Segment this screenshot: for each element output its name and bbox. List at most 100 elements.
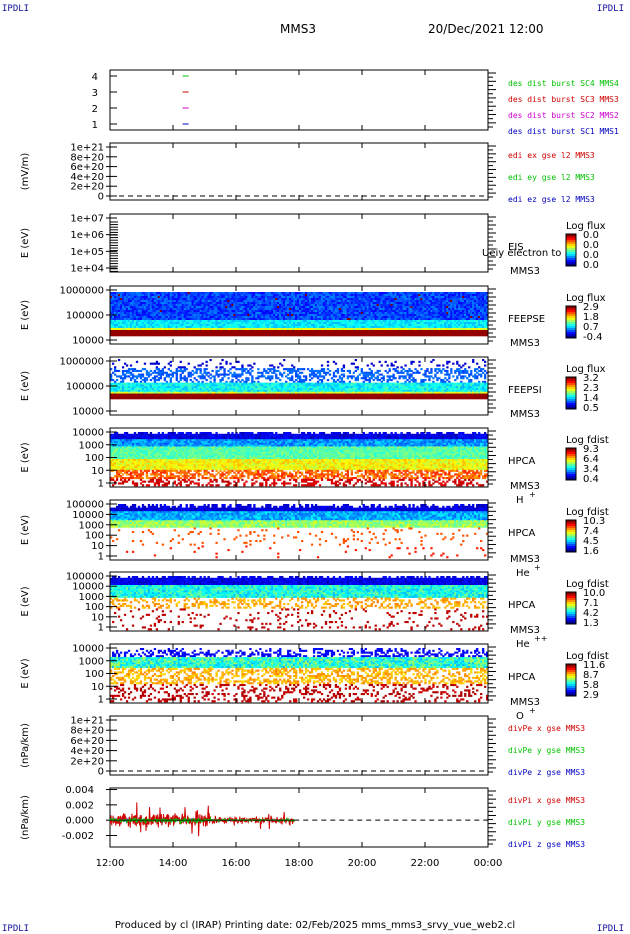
heatmap-cell — [173, 310, 176, 313]
heatmap-cell — [314, 314, 318, 317]
heatmap-cell — [217, 292, 220, 295]
heatmap-cell — [432, 332, 435, 335]
heatmap-cell — [332, 322, 336, 325]
heatmap-cell — [462, 318, 465, 321]
heatmap-cell — [203, 308, 206, 311]
heatmap-cell — [482, 324, 485, 327]
heatmap-cell — [231, 320, 234, 323]
heatmap-cell — [418, 326, 421, 329]
heatmap-cell — [404, 306, 407, 309]
heatmap-cell — [119, 306, 123, 309]
heatmap-cell — [247, 320, 250, 323]
heatmap-cell — [484, 292, 487, 295]
heatmap-cell — [412, 292, 415, 295]
heatmap-cell — [404, 330, 407, 333]
heatmap-cell — [123, 298, 127, 301]
heatmap-cell — [470, 298, 473, 301]
heatmap-cell — [348, 334, 352, 337]
heatmap-cell — [474, 294, 477, 297]
heatmap-cell — [117, 369, 121, 373]
heatmap-cell — [123, 397, 127, 400]
heatmap-cell — [133, 397, 137, 400]
heatmap-cell — [185, 334, 188, 337]
heatmap-cell — [356, 294, 359, 297]
heatmap-cell — [306, 324, 310, 327]
heatmap-cell — [259, 334, 262, 337]
heatmap-cell — [324, 322, 328, 325]
heatmap-cell — [285, 312, 288, 315]
heatmap-cell — [297, 304, 300, 307]
heatmap-cell — [169, 292, 172, 295]
heatmap-cell — [304, 316, 308, 319]
heatmap-cell — [378, 302, 381, 305]
heatmap-cell — [171, 386, 174, 389]
heatmap-cell — [454, 292, 457, 295]
heatmap-cell — [344, 312, 348, 315]
heatmap-cell — [199, 328, 202, 331]
heatmap-cell — [121, 320, 125, 323]
heatmap-cell — [129, 386, 133, 389]
heatmap-cell — [293, 292, 296, 295]
heatmap-cell — [121, 324, 125, 327]
heatmap-cell — [141, 292, 145, 295]
heatmap-cell — [135, 322, 139, 325]
heatmap-cell — [462, 300, 465, 303]
heatmap-cell — [263, 298, 266, 301]
heatmap-cell — [269, 304, 272, 307]
heatmap-cell — [344, 292, 348, 295]
heatmap-cell — [133, 314, 137, 317]
heatmap-cell — [392, 318, 395, 321]
heatmap-cell — [219, 332, 222, 335]
heatmap-cell — [316, 314, 320, 317]
heatmap-cell — [145, 386, 149, 389]
heatmap-cell — [227, 314, 230, 317]
heatmap-cell — [165, 300, 168, 303]
heatmap-cell — [356, 314, 359, 317]
heatmap-cell — [358, 304, 361, 307]
heatmap-cell — [149, 384, 153, 387]
heatmap-cell — [366, 320, 369, 323]
heatmap-cell — [141, 373, 145, 376]
heatmap-cell — [111, 393, 115, 396]
heatmap-cell — [225, 322, 228, 325]
heatmap-cell — [400, 318, 403, 321]
heatmap-cell — [249, 304, 252, 307]
heatmap-cell — [314, 330, 318, 333]
heatmap-cell — [153, 382, 157, 385]
heatmap-cell — [346, 310, 350, 313]
heatmap-cell — [428, 326, 431, 329]
heatmap-cell — [328, 328, 332, 331]
heatmap-cell — [179, 334, 182, 337]
heatmap-cell — [223, 330, 226, 333]
heatmap-cell — [257, 316, 260, 319]
heatmap-cell — [219, 292, 222, 295]
heatmap-cell — [322, 334, 326, 337]
corner-label-bottom-right: IPDLI — [597, 924, 624, 934]
heatmap-cell — [462, 302, 465, 305]
heatmap-cell — [388, 306, 391, 309]
heatmap-cell — [452, 298, 455, 301]
heatmap-cell — [416, 296, 419, 299]
heatmap-cell — [279, 292, 282, 295]
heatmap-cell — [179, 310, 182, 313]
heatmap-cell — [486, 294, 489, 297]
heatmap-cell — [123, 382, 127, 385]
heatmap-cell — [324, 314, 328, 317]
heatmap-cell — [390, 318, 393, 321]
heatmap-cell — [316, 296, 320, 299]
heatmap-cell — [159, 298, 163, 301]
heatmap-cell — [283, 332, 286, 335]
heatmap-cell — [263, 300, 266, 303]
heatmap-cell — [293, 310, 296, 313]
heatmap-cell — [456, 292, 459, 295]
heatmap-cell — [215, 294, 218, 297]
heatmap-cell — [169, 379, 172, 382]
heatmap-cell — [354, 302, 357, 305]
heatmap-cell — [227, 320, 230, 323]
heatmap-cell — [145, 292, 149, 295]
heatmap-cell — [308, 294, 312, 297]
heatmap-cell — [179, 328, 182, 331]
heatmap-cell — [181, 386, 184, 389]
heatmap-cell — [444, 322, 447, 325]
heatmap-cell — [374, 320, 377, 323]
